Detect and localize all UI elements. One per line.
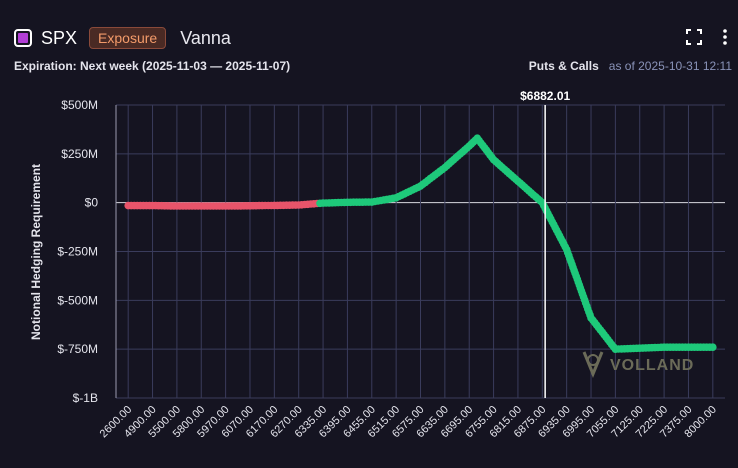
grid-lines <box>116 104 725 399</box>
subheader-right: Puts & Calls as of 2025-10-31 12:11 <box>529 59 732 73</box>
axes: $500M$250M$0$-250M$-500M$-750M$-1B2600.0… <box>57 98 719 440</box>
ticker-symbol[interactable]: SPX <box>41 27 78 48</box>
y-tick-label: $-250M <box>57 245 98 259</box>
spot-price-marker: $6882.01 <box>520 89 570 398</box>
puts-calls-label[interactable]: Puts & Calls <box>528 59 599 73</box>
data-point <box>709 343 717 352</box>
as-of-timestamp: as of 2025-10-31 12:11 <box>608 59 732 73</box>
more-vertical-icon[interactable] <box>716 28 734 46</box>
watermark-text: VOLLAND <box>610 357 694 374</box>
series-points <box>124 134 717 354</box>
y-tick-label: $500M <box>61 98 98 112</box>
y-axis-label: Notional Hedging Requirement <box>29 164 43 340</box>
volland-logo-icon <box>582 351 604 378</box>
spot-price-label: $6882.01 <box>520 89 570 103</box>
volland-watermark: VOLLAND <box>582 351 694 378</box>
chart-header: SPX Exposure Vanna <box>14 24 231 52</box>
exposure-badge[interactable]: Exposure <box>89 27 167 49</box>
y-tick-label: $-500M <box>57 293 98 307</box>
y-tick-label: $0 <box>85 196 99 210</box>
expiration-label: Expiration: Next week (2025-11-03 — 2025… <box>14 59 291 73</box>
metric-label[interactable]: Vanna <box>180 27 231 48</box>
y-tick-label: $-1B <box>73 391 98 405</box>
ticker-square-icon[interactable] <box>14 29 32 47</box>
y-tick-label: $-750M <box>57 342 98 356</box>
y-tick-label: $250M <box>61 147 98 161</box>
expand-icon[interactable] <box>685 28 703 46</box>
